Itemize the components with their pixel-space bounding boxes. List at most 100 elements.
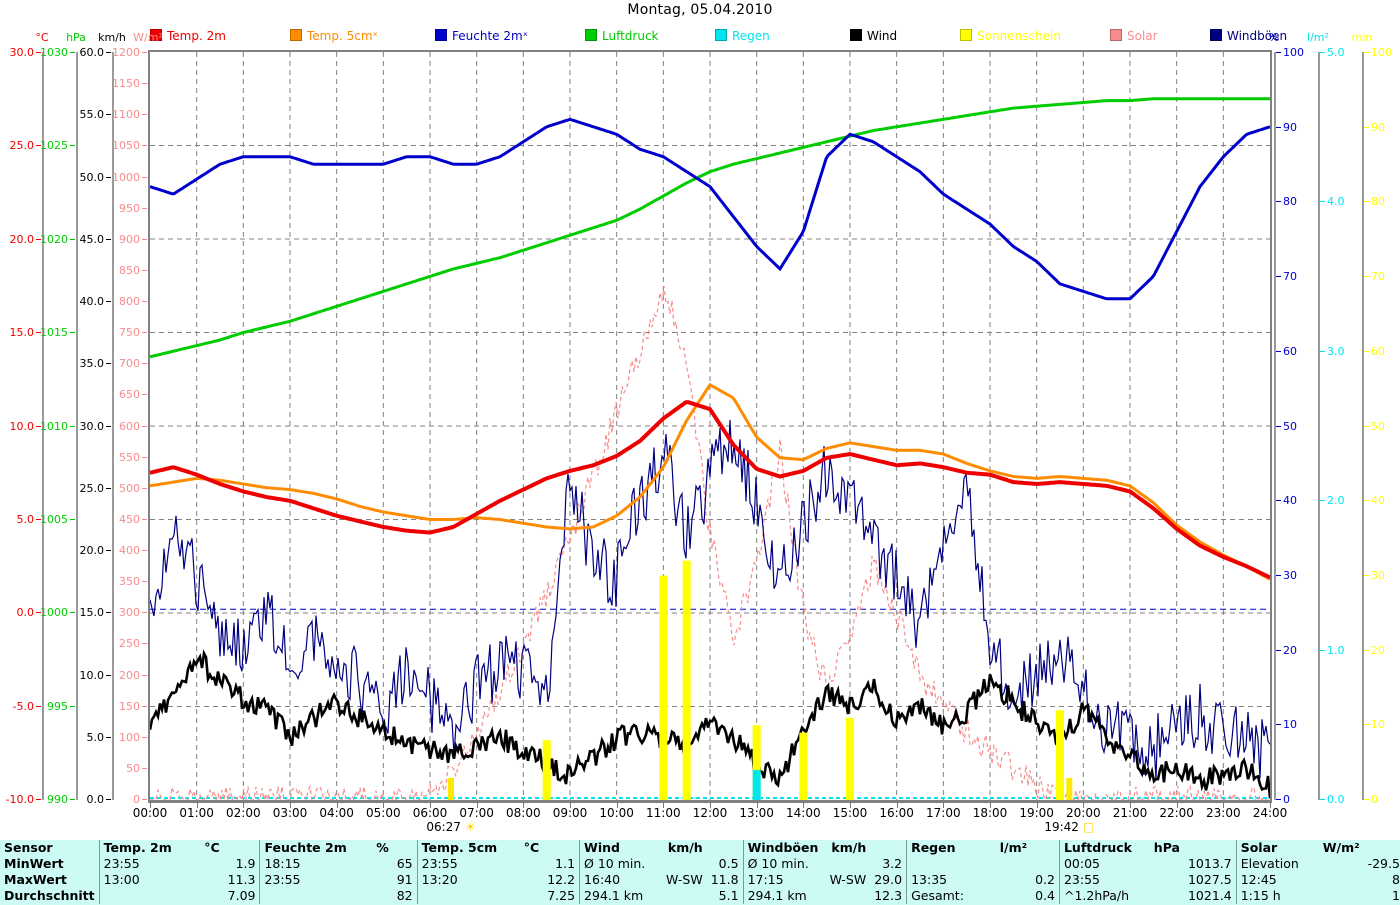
table-row: MaxWert 13:00 11.3 23:55 91 13:20 12.2 16:40 W-S… xyxy=(0,872,1400,888)
x-axis-tick xyxy=(663,803,665,808)
x-axis-tick xyxy=(290,803,291,808)
axis-tick-mark xyxy=(1320,350,1325,352)
legend-item-temp-5cm[interactable]: Temp. 5cmˣ xyxy=(290,28,378,44)
axis-tick-mark xyxy=(1276,799,1281,800)
axis-tick-label: 550 xyxy=(119,450,140,464)
legend-item-feuchte-2m[interactable]: Feuchte 2mˣ xyxy=(435,28,528,44)
axis-tick-label: 100 xyxy=(119,730,140,744)
axis-tick-label: 0 xyxy=(1283,793,1290,806)
page-title: Montag, 05.04.2010 xyxy=(627,2,773,18)
axis-unit-sunshine: min xyxy=(1351,31,1373,44)
x-axis-tick xyxy=(990,803,991,808)
axis-tick-label: 0.0 xyxy=(16,606,35,620)
axis-tick-label: 1050 xyxy=(112,139,140,153)
axis-tick-mark xyxy=(142,767,147,769)
table-cell-extra xyxy=(1142,872,1184,888)
series-solar xyxy=(150,286,1270,800)
x-axis-label: 08:00 xyxy=(506,806,541,820)
table-row-label: Sensor xyxy=(4,840,53,855)
axis-tick-mark xyxy=(106,425,111,427)
x-axis-label: 16:00 xyxy=(879,806,914,820)
axis-tick-mark xyxy=(142,176,147,178)
table-spacer xyxy=(1031,840,1059,856)
axis-tick-mark xyxy=(1320,201,1325,203)
legend-item-sonnenschein[interactable]: Sonnenschein xyxy=(960,28,1061,44)
axis-tick-label: 0.0 xyxy=(1327,793,1345,806)
axis-tick-label: 30.0 xyxy=(79,419,105,433)
axis-line xyxy=(1274,52,1276,800)
legend-item-solar[interactable]: Solar xyxy=(1110,28,1158,44)
axis-tick-label: 15.0 xyxy=(9,326,35,340)
table-cell-time: 23:55 xyxy=(259,872,351,888)
table-cell-time: Ø 10 min. xyxy=(742,856,826,872)
sunset-marker-time: 19:42 xyxy=(1044,820,1079,834)
table-cell-value: 1.9 xyxy=(235,856,256,871)
x-axis-tick xyxy=(616,803,618,808)
axis-tick-label: 650 xyxy=(119,388,140,402)
table-cell-extra xyxy=(501,888,543,904)
table-cell-time: Elevation xyxy=(1235,856,1319,872)
axis-tick-mark xyxy=(106,550,111,551)
axis-tick-mark xyxy=(142,518,147,520)
table-group-unit: km/h xyxy=(831,840,867,855)
legend-label: Luftdruck xyxy=(602,29,659,43)
series-feuchte-2m xyxy=(150,117,1270,301)
axis-tick-label: 40 xyxy=(1371,494,1385,508)
axis-line xyxy=(1362,52,1364,800)
table-cell-extra xyxy=(989,856,1031,872)
table-cell-time: 13:35 xyxy=(906,872,990,888)
axis-unit-temperature: °C xyxy=(35,31,49,44)
legend-item-temp-2m[interactable]: Temp. 2m xyxy=(150,28,226,44)
legend-item-wind[interactable]: Wind xyxy=(850,28,897,44)
axis-tick-label: 90 xyxy=(1283,120,1297,134)
axis-tick-mark xyxy=(36,238,41,240)
axis-tick-label: 1025 xyxy=(40,139,68,153)
axis-tick-label: 1100 xyxy=(112,108,140,122)
table-cell-extra xyxy=(182,888,224,904)
table-cell-extra xyxy=(1142,888,1184,904)
table-cell-value: 29.0 xyxy=(874,872,903,887)
weather-plot[interactable] xyxy=(150,52,1270,800)
axis-tick-mark xyxy=(1364,126,1369,128)
table-group-name: Regen xyxy=(906,840,990,856)
axis-tick-mark xyxy=(1320,649,1325,651)
table-cell-value: 0.2 xyxy=(1035,872,1055,887)
table-cell-extra xyxy=(501,872,543,888)
table-cell-value: 0.5 xyxy=(718,856,739,871)
legend-label: Sonnenschein xyxy=(977,29,1061,43)
axis-tick-mark xyxy=(142,550,147,551)
axis-tick-mark xyxy=(142,456,147,458)
x-axis-label: 06:00 xyxy=(412,806,448,820)
axis-unit-solar: W/m² xyxy=(133,31,163,44)
axis-tick-label: 995 xyxy=(47,699,68,713)
x-axis-tick xyxy=(1223,803,1225,808)
axis-tick-label: 0 xyxy=(133,793,140,806)
legend-item-regen[interactable]: Regen xyxy=(715,28,770,44)
table-cell-extra xyxy=(662,856,707,872)
x-axis-label: 21:00 xyxy=(1112,806,1148,820)
axis-tick-mark xyxy=(1276,350,1281,352)
table-group-unit: W/m² xyxy=(1322,840,1360,855)
table-cell-time: ^1.2hPa/h xyxy=(1058,888,1142,904)
axis-tick-label: 10 xyxy=(1283,718,1297,732)
x-axis-label: 10:00 xyxy=(599,806,634,820)
table-cell-value: 1.1 xyxy=(555,856,576,871)
sunshine-bar xyxy=(752,725,761,800)
x-axis-tick xyxy=(430,803,431,808)
axis-tick-label: 250 xyxy=(119,637,140,651)
x-axis-label: 11:00 xyxy=(646,806,681,820)
x-axis-label: 00:00 xyxy=(132,806,168,820)
axis-tick-mark xyxy=(1276,574,1281,576)
x-axis-label: 24:00 xyxy=(1252,806,1288,820)
axis-tick-mark xyxy=(142,332,147,334)
x-axis-label: 05:00 xyxy=(366,806,401,820)
axis-line xyxy=(112,52,114,800)
axis-tick-label: 600 xyxy=(119,419,140,433)
axis-tick-label: 100 xyxy=(1283,46,1304,59)
legend-item-windb-en[interactable]: Windböen xyxy=(1210,28,1287,44)
legend-item-luftdruck[interactable]: Luftdruck xyxy=(585,28,659,44)
axis-tick-label: 50 xyxy=(1371,419,1385,433)
axis-tick-mark xyxy=(36,52,41,53)
plot-frame-bottom xyxy=(148,800,1272,803)
series-wind xyxy=(150,649,1270,799)
